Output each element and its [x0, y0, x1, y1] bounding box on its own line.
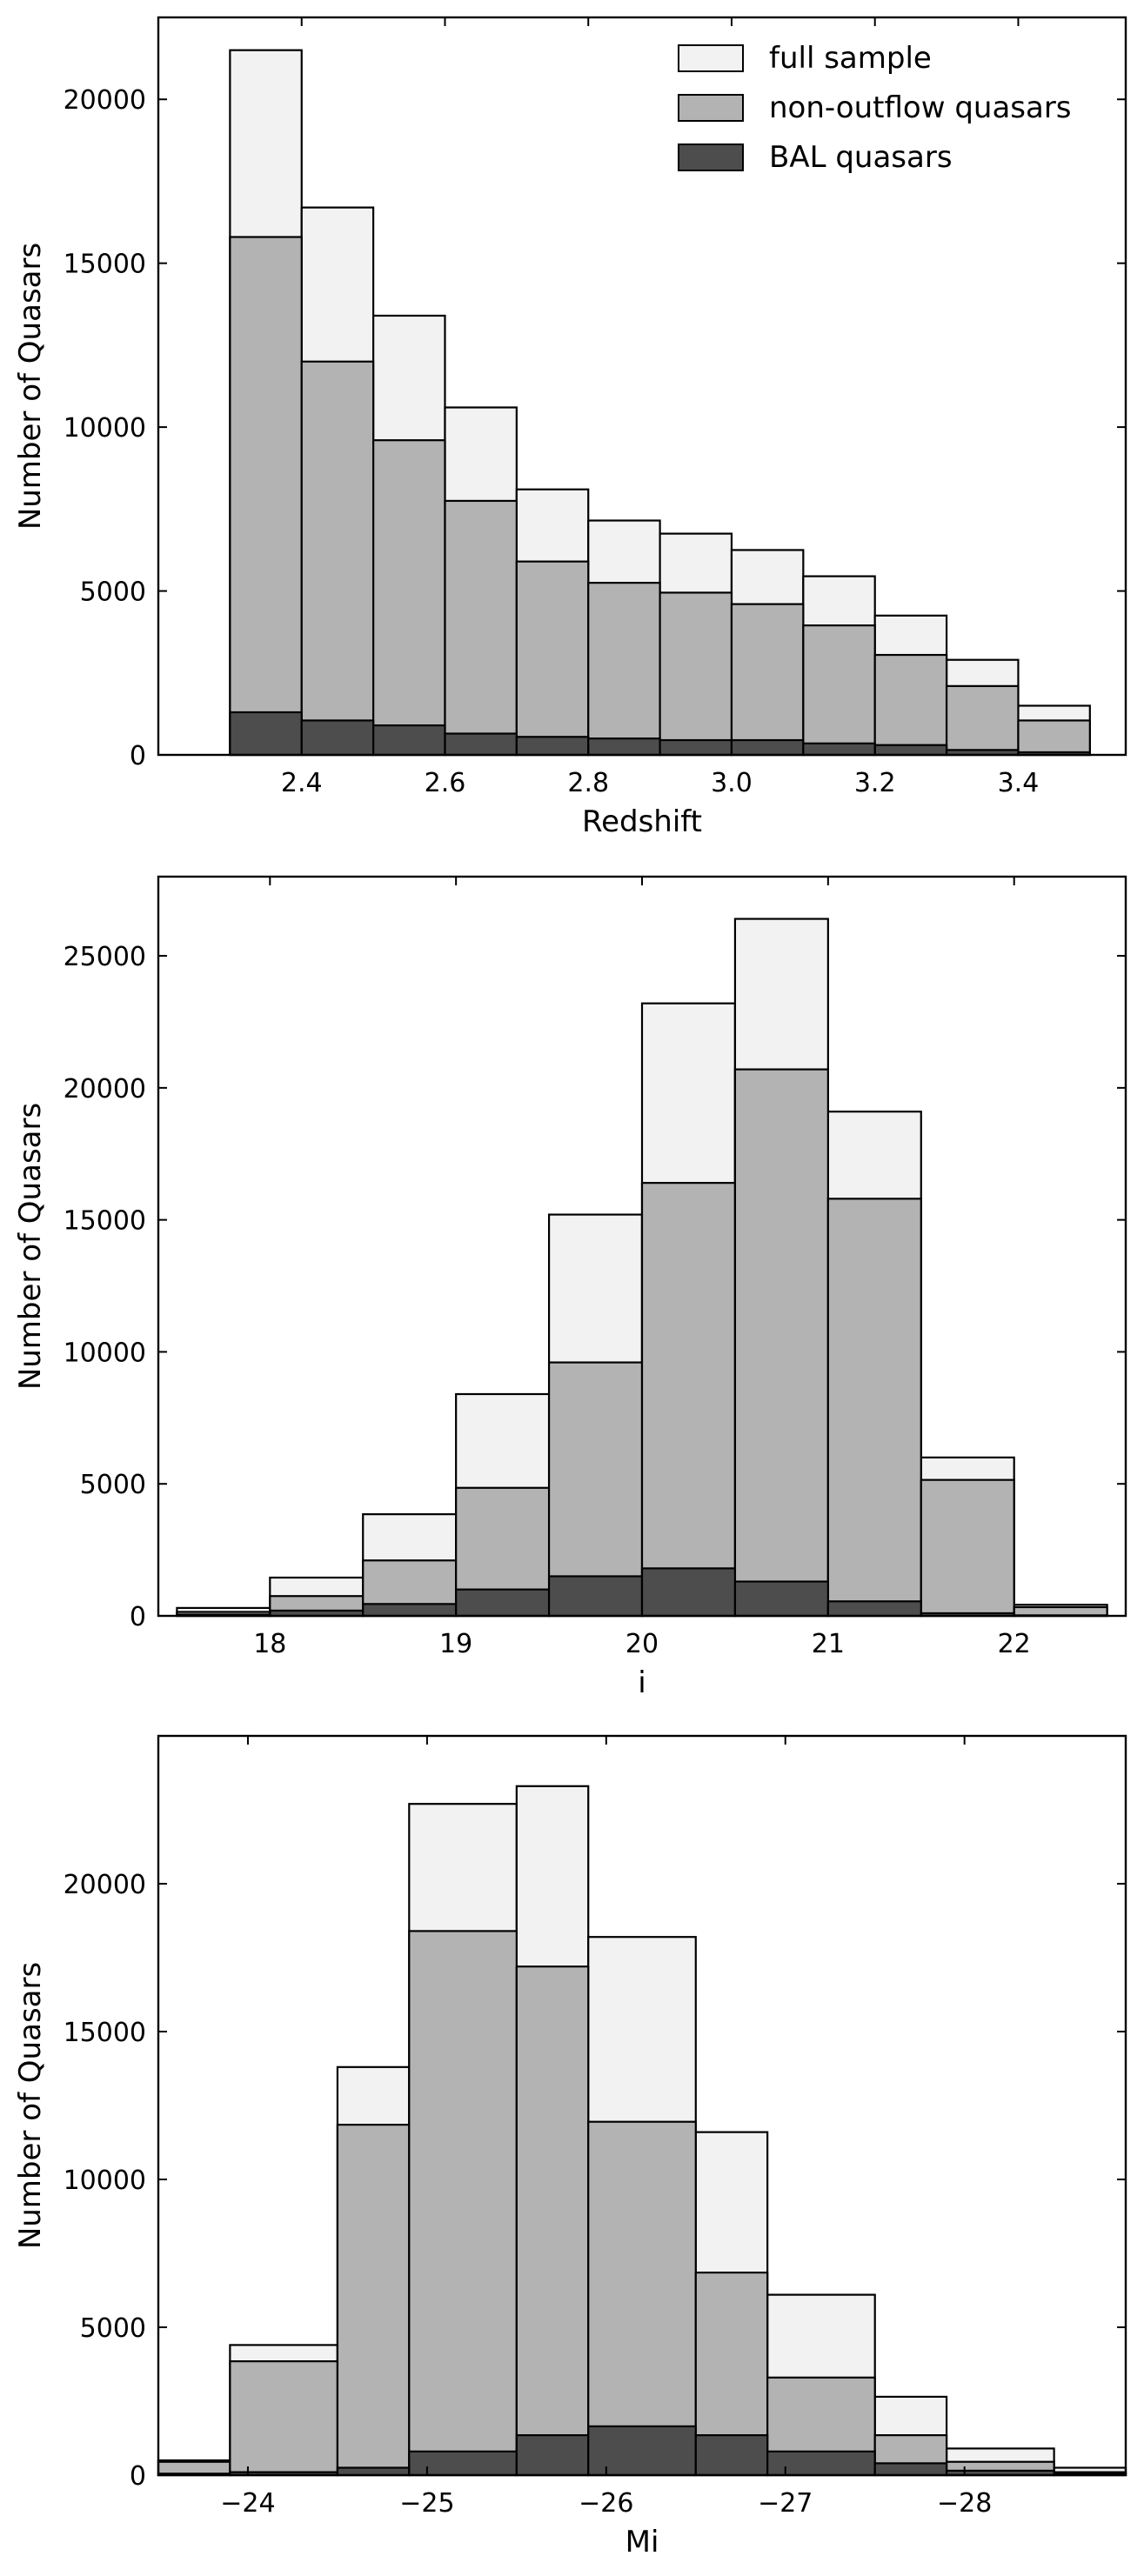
bar: [733, 1068, 829, 1618]
bar: [873, 744, 948, 757]
x-tick-label: 3.2: [854, 768, 896, 798]
x-tick-label: 3.0: [711, 768, 753, 798]
x-tick-label: 2.4: [281, 768, 323, 798]
bar: [659, 738, 733, 757]
bar: [640, 1182, 737, 1618]
bar: [372, 439, 446, 757]
bar: [515, 1965, 590, 2477]
x-tick-label: 21: [812, 1629, 845, 1659]
series-bal-quasars: [176, 1567, 1108, 1618]
x-tick-label: 2.8: [567, 768, 609, 798]
bar: [659, 591, 733, 757]
bar: [408, 1930, 518, 2477]
series-non-outflow-quasars: [176, 1068, 1108, 1618]
y-tick-label: 5000: [80, 577, 146, 608]
y-axis-label: Number of Quasars: [13, 1962, 48, 2249]
x-tick-label: 20: [626, 1629, 659, 1659]
series-non-outflow-quasars: [229, 236, 1091, 757]
x-tick-label: 22: [998, 1629, 1031, 1659]
bar: [587, 2120, 697, 2477]
y-tick-label: 25000: [64, 942, 146, 972]
bar: [408, 2450, 518, 2477]
bar: [336, 2466, 411, 2477]
x-axis-label: i: [638, 1665, 646, 1700]
bar: [945, 684, 1020, 757]
i-magnitude-histogram-panel: 18 19 20 21 22 0 5000 10000 15000 20000 25000 i Numb…: [13, 875, 1127, 1700]
y-tick-label: 0: [130, 1602, 146, 1632]
bar: [766, 2450, 876, 2477]
y-tick-label: 15000: [64, 2018, 146, 2048]
y-tick-label: 10000: [64, 2166, 146, 2196]
x-tick-label: −25: [399, 2488, 454, 2519]
x-tick-label: −28: [937, 2488, 992, 2519]
bar: [694, 2434, 769, 2477]
x-tick-label: 19: [439, 1629, 472, 1659]
y-axis-label: Number of Quasars: [13, 1103, 48, 1390]
bar: [826, 1600, 922, 1618]
legend-swatch: [678, 94, 744, 122]
x-axis-label: Redshift: [582, 804, 702, 839]
legend: full sample non-outflow quasars BAL quasar…: [678, 41, 1072, 175]
bar: [362, 1603, 458, 1618]
legend-label: full sample: [769, 41, 932, 76]
bar: [733, 1580, 829, 1618]
y-tick-label: 0: [130, 741, 146, 771]
redshift-histogram-panel: 2.4 2.6 2.8 3.0 3.2 3.4 0 5000 10000 15000 20000 Re…: [13, 16, 1127, 839]
y-tick-label: 15000: [64, 1206, 146, 1237]
y-tick-label: 10000: [64, 1338, 146, 1368]
y-tick-label: 20000: [64, 1870, 146, 1900]
x-axis-label: Mi: [626, 2525, 659, 2559]
bar: [802, 742, 876, 757]
x-tick-label: 18: [253, 1629, 286, 1659]
plot-frame: [157, 16, 1127, 757]
bar: [229, 711, 303, 757]
y-tick-label: 5000: [80, 1470, 146, 1500]
y-tick-label: 20000: [64, 1074, 146, 1104]
absolute-magnitude-histogram-panel: −24 −25 −26 −27 −28 0 5000 10000 15000 20000 Mi Num…: [13, 1734, 1127, 2559]
bar: [1017, 719, 1091, 757]
bar: [873, 653, 948, 757]
bar: [515, 736, 590, 757]
bar: [920, 1478, 1015, 1618]
bar: [336, 2124, 411, 2477]
y-tick-label: 0: [130, 2461, 146, 2492]
y-tick-label: 10000: [64, 413, 146, 444]
bar: [826, 1198, 922, 1618]
legend-swatch: [678, 44, 744, 72]
bar: [444, 732, 518, 757]
bar: [300, 719, 375, 757]
legend-swatch: [678, 143, 744, 171]
bar: [515, 560, 590, 757]
y-tick-label: 20000: [64, 85, 146, 116]
legend-label: non-outflow quasars: [769, 90, 1072, 125]
bar: [587, 737, 661, 757]
legend-label: BAL quasars: [769, 140, 953, 175]
bar: [547, 1575, 644, 1618]
bar: [587, 2425, 697, 2477]
bar: [515, 2434, 590, 2477]
bar: [300, 360, 375, 757]
bar: [640, 1567, 737, 1618]
y-axis-label: Number of Quasars: [13, 243, 48, 530]
x-tick-label: −27: [758, 2488, 813, 2519]
bar: [372, 724, 446, 757]
bar: [802, 624, 876, 757]
bar: [873, 2462, 948, 2477]
bar: [455, 1588, 551, 1618]
bar: [229, 236, 303, 757]
x-tick-label: 3.4: [998, 768, 1040, 798]
bar: [587, 582, 661, 757]
y-tick-label: 15000: [64, 250, 146, 280]
bar: [229, 2360, 339, 2477]
x-tick-label: −26: [579, 2488, 633, 2519]
y-tick-label: 5000: [80, 2313, 146, 2344]
bar: [730, 603, 805, 757]
bar: [547, 1361, 644, 1618]
bar: [444, 499, 518, 757]
bar: [730, 738, 805, 757]
x-tick-label: −24: [220, 2488, 275, 2519]
plot-frame: [157, 1734, 1127, 2477]
x-tick-label: 2.6: [425, 768, 466, 798]
